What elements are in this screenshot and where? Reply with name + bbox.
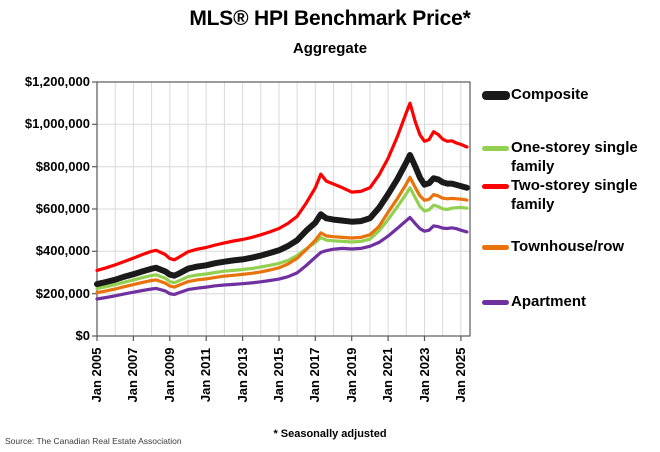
legend-label-composite: Composite bbox=[511, 86, 589, 103]
composite-line-swatch-icon bbox=[482, 91, 510, 100]
chart-subtitle: Aggregate bbox=[292, 40, 368, 57]
apartment-line-swatch-icon bbox=[482, 300, 509, 305]
axis-ticks bbox=[92, 81, 462, 341]
x-tick-label: Jan 2009 bbox=[161, 347, 177, 403]
x-tick-label: Jan 2015 bbox=[270, 347, 286, 403]
y-tick-label: $800,000 bbox=[35, 158, 90, 174]
x-tick-label: Jan 2023 bbox=[416, 347, 432, 403]
x-tick-label: Jan 2013 bbox=[234, 347, 250, 403]
legend-label-two-storey: Two-storey single family bbox=[511, 177, 638, 213]
y-tick-label: $400,000 bbox=[35, 243, 90, 259]
x-tick-label: Jan 2021 bbox=[380, 347, 396, 403]
series-line-one-storey-single-family bbox=[95, 186, 469, 290]
x-tick-label: Jan 2025 bbox=[452, 347, 468, 403]
x-tick-label: Jan 2011 bbox=[198, 347, 214, 403]
chart-title: MLS® HPI Benchmark Price* bbox=[189, 7, 471, 30]
legend-label-apartment: Apartment bbox=[511, 293, 587, 310]
series-line-composite bbox=[94, 152, 470, 288]
y-tick-label: $1,000,000 bbox=[24, 116, 90, 132]
series-line-two-storey-single-family bbox=[95, 101, 469, 272]
legend-label-townhouse: Townhouse/row bbox=[511, 238, 625, 255]
y-tick-label: $1,200,000 bbox=[24, 74, 90, 89]
source-attribution: Source: The Canadian Real Estate Associa… bbox=[5, 436, 182, 446]
y-tick-label: $200,000 bbox=[35, 285, 90, 301]
two-storey-line-swatch-icon bbox=[482, 184, 509, 189]
one-storey-line-swatch-icon bbox=[482, 146, 509, 151]
x-tick-label: Jan 2007 bbox=[125, 347, 141, 403]
townhouse-line-swatch-icon bbox=[482, 245, 509, 250]
footnote-seasonally-adjusted: * Seasonally adjusted bbox=[273, 428, 387, 440]
series-line-apartment bbox=[95, 215, 469, 301]
x-tick-label: Jan 2017 bbox=[307, 347, 323, 403]
y-tick-label: $0 bbox=[75, 328, 90, 343]
x-tick-label: Jan 2019 bbox=[343, 347, 359, 403]
x-tick-label: Jan 2005 bbox=[89, 347, 104, 403]
legend-label-one-storey: One-storey single family bbox=[511, 139, 638, 175]
y-tick-label: $600,000 bbox=[35, 201, 90, 216]
series-line-townhouse-row bbox=[95, 175, 469, 295]
